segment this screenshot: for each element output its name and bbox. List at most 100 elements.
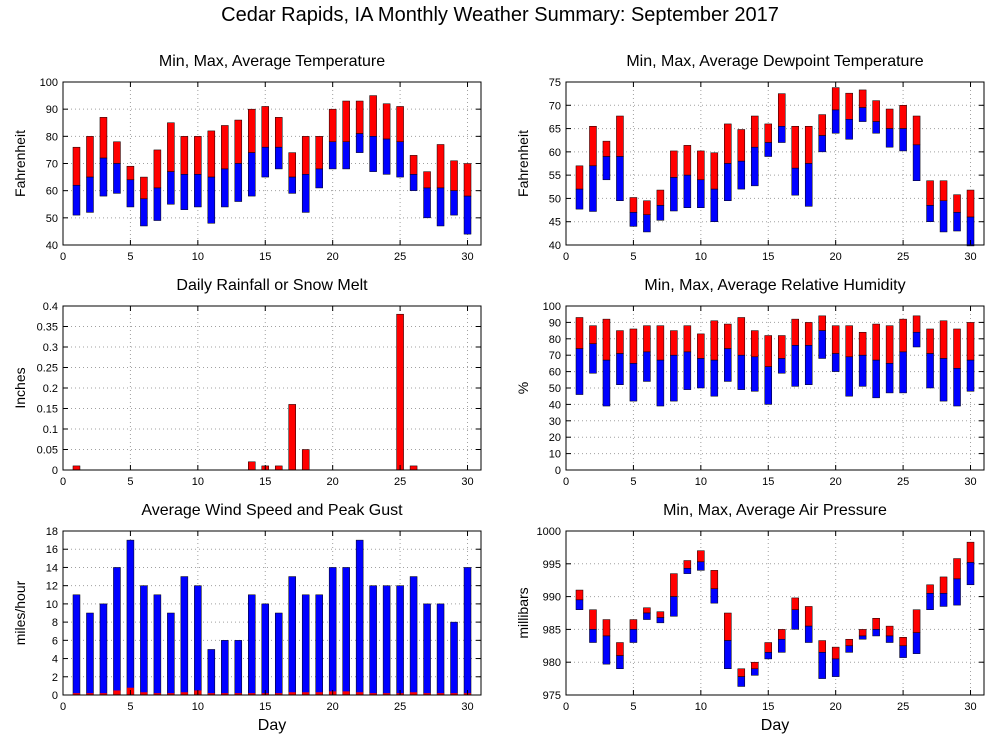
humidity-bar-max	[939, 320, 948, 359]
pressure-ytick-label: 980	[543, 657, 561, 669]
temp-bar-max	[113, 141, 121, 164]
rain-ytick-label: 0.25	[37, 363, 58, 375]
temp-bar-max	[207, 130, 216, 178]
wind-bar-gust	[342, 691, 350, 695]
temp-bar-max	[140, 176, 148, 200]
wind-ytick-label: 2	[52, 672, 58, 684]
humidity-bar-max	[899, 318, 907, 353]
temp-bar-max	[86, 136, 94, 178]
pressure-title: Min, Max, Average Air Pressure	[663, 502, 887, 519]
temp-bar-max	[234, 119, 243, 164]
dewpoint-xtick-label: 30	[964, 251, 976, 263]
pressure-bar-max	[602, 619, 611, 637]
temp-bar-max	[126, 165, 135, 181]
pressure-bar-min	[899, 645, 907, 658]
pressure-bar-min	[602, 635, 611, 665]
dewpoint-bar-min	[885, 128, 894, 148]
wind-bar-avg	[153, 594, 162, 696]
humidity-bar-min	[616, 353, 624, 385]
dewpoint-ytick-label: 40	[549, 240, 561, 252]
wind-bar-avg	[261, 603, 270, 696]
temp-bar-max	[342, 100, 350, 143]
wind-bar-gust	[275, 693, 283, 695]
pressure-bar-min	[953, 578, 961, 606]
wind-bar-gust	[288, 692, 296, 695]
dewpoint-xtick-label: 15	[762, 251, 774, 263]
wind-bar-gust	[221, 693, 229, 695]
dewpoint-ytick-label: 65	[549, 124, 561, 136]
humidity-xtick-label: 10	[695, 476, 707, 488]
rain-bar	[274, 465, 283, 471]
wind-bar-gust	[302, 692, 310, 695]
humidity-bar-min	[939, 358, 948, 402]
humidity-ytick-label: 60	[549, 367, 561, 379]
wind-bar-gust	[86, 693, 94, 695]
temp-bar-max	[167, 122, 175, 172]
humidity-bar-min	[764, 366, 773, 405]
rain-xtick-label: 0	[60, 476, 66, 488]
temp-bar-min	[99, 157, 108, 197]
humidity-ytick-label: 100	[543, 301, 561, 313]
humidity-bar-max	[683, 325, 692, 353]
humidity-ytick-label: 70	[549, 350, 561, 362]
temp-bar-min	[301, 174, 310, 213]
temp-bar-min	[288, 176, 296, 194]
pressure-bar-max	[724, 612, 732, 641]
pressure-bar-max	[683, 560, 692, 569]
humidity-bar-max	[602, 318, 611, 361]
wind-frame	[62, 530, 482, 696]
wind-xtick-label: 5	[127, 701, 133, 713]
wind-bar-avg	[194, 585, 202, 696]
temp-bar-min	[126, 179, 135, 208]
wind-xtick-label: 0	[60, 701, 66, 713]
dewpoint-ylabel: Fahrenheit	[515, 130, 531, 197]
humidity-bar-max	[643, 325, 651, 353]
temp-bar-min	[167, 171, 175, 205]
pressure-bar-min	[724, 640, 732, 670]
wind-xtick-label: 15	[259, 701, 271, 713]
humidity-bar-max	[872, 323, 880, 361]
humidity-bar-max	[912, 315, 921, 333]
pressure-bar-max	[939, 576, 948, 594]
wind-ytick-label: 10	[46, 599, 58, 611]
dewpoint-bar-min	[737, 160, 746, 190]
wind-bar-avg	[463, 567, 472, 696]
temp-ylabel: Fahrenheit	[12, 130, 28, 197]
pressure-bar-max	[589, 609, 597, 630]
pressure-bar-max	[831, 646, 840, 660]
dewpoint-xtick-label: 5	[630, 251, 636, 263]
humidity-ytick-label: 0	[555, 465, 561, 477]
temp-bar-max	[180, 136, 189, 175]
dewpoint-ytick-label: 70	[549, 100, 561, 112]
dewpoint-bar-max	[737, 129, 746, 162]
dewpoint-bar-max	[858, 89, 867, 108]
wind-xtick-label: 20	[327, 701, 339, 713]
dewpoint-bar-max	[629, 197, 638, 213]
dewpoint-bar-max	[589, 125, 597, 167]
temp-bar-max	[396, 106, 404, 143]
wind-bar-avg	[315, 594, 323, 696]
temp-bar-min	[207, 176, 216, 224]
pressure-ytick-label: 985	[543, 624, 561, 636]
humidity-ytick-label: 40	[549, 399, 561, 411]
temp-bar-min	[423, 187, 431, 219]
pressure-xtick-label: 5	[630, 701, 636, 713]
pressure-bar-min	[616, 655, 624, 670]
rain-ytick-label: 0.2	[43, 383, 58, 395]
dewpoint-bar-min	[656, 205, 665, 221]
pressure-bar-max	[764, 642, 773, 653]
temp-bar-min	[140, 198, 148, 227]
temp-bar-min	[113, 163, 121, 194]
rain-ytick-label: 0	[52, 465, 58, 477]
pressure-bar-max	[899, 637, 907, 647]
pressure-bar-min	[939, 593, 948, 607]
humidity-xtick-label: 15	[762, 476, 774, 488]
dewpoint-bar-max	[939, 180, 948, 202]
temp-ytick-label: 60	[46, 186, 58, 198]
temp-bar-max	[99, 117, 108, 159]
pressure-ylabel: millibars	[515, 587, 531, 638]
dewpoint-bar-min	[899, 128, 907, 152]
dewpoint-ytick-label: 75	[549, 77, 561, 89]
wind-ytick-label: 16	[46, 544, 58, 556]
wind-bar-gust	[180, 692, 188, 695]
